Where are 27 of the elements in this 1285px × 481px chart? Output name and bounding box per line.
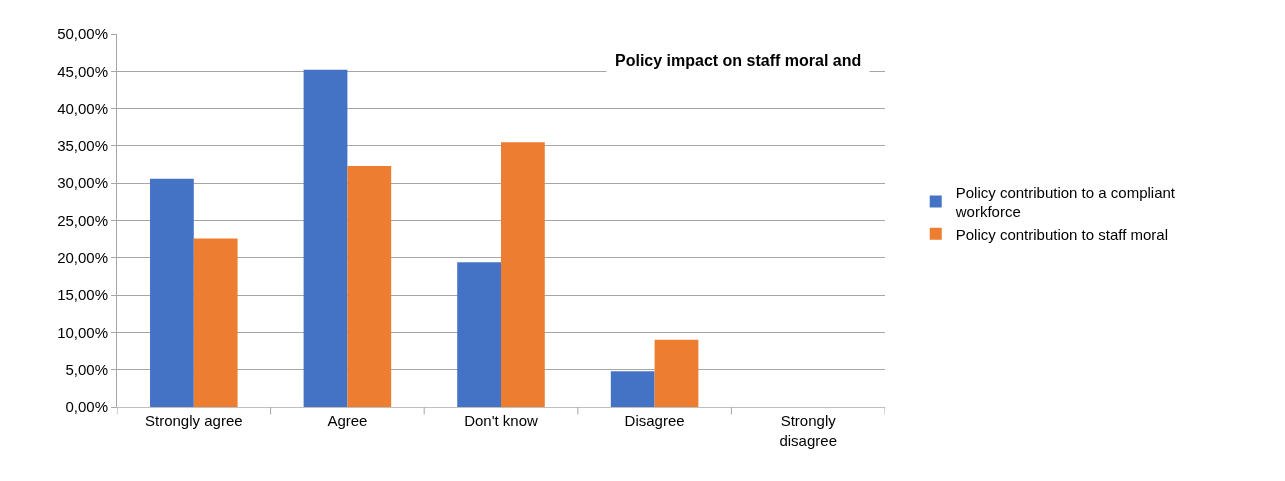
y-tick-label: 35,00%: [57, 137, 108, 155]
y-tick-label: 50,00%: [57, 25, 108, 43]
bar: [610, 371, 655, 407]
bar: [457, 262, 501, 407]
x-tick-label: Don't know: [464, 412, 539, 429]
x-tick-label: Agree: [327, 412, 368, 429]
bar: [654, 339, 699, 407]
y-tick-label: 10,00%: [57, 323, 108, 341]
bar: [303, 69, 348, 407]
legend-label: Policy contribution to staff moral: [955, 225, 1169, 243]
y-tick-label: 30,00%: [57, 174, 108, 192]
x-tick-label: Disagree: [624, 412, 685, 429]
y-tick-label: 5,00%: [65, 360, 108, 378]
bar: [193, 238, 238, 407]
y-tick-label: 45,00%: [57, 62, 108, 80]
y-tick-label: 40,00%: [57, 99, 108, 117]
y-tick-label: 25,00%: [57, 211, 108, 229]
y-tick-label: 20,00%: [57, 249, 108, 267]
bar: [501, 142, 545, 407]
bar: [347, 166, 392, 407]
bar: [150, 178, 194, 407]
legend-label: Policy contribution to a compliant workforce: [954, 183, 1176, 221]
x-tick-label: Strongly disagree: [779, 412, 837, 449]
y-tick-label: 15,00%: [57, 286, 108, 304]
y-tick-label: 0,00%: [65, 398, 108, 416]
x-tick-label: Strongly agree: [145, 412, 243, 429]
text: Policy impact on staff moral and: [615, 52, 862, 69]
